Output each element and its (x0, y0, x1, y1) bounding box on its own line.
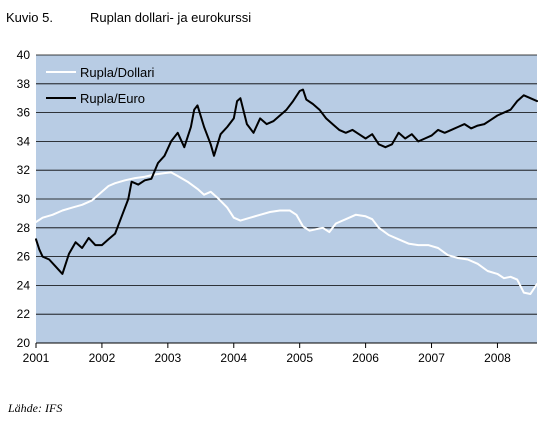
x-tick-label: 2004 (220, 351, 247, 365)
source-note: Lähde: IFS (8, 401, 63, 415)
figure-label: Kuvio 5. (6, 10, 53, 25)
y-tick-label: 20 (17, 336, 31, 350)
x-axis-ticks: 2001 2002 2003 2004 2005 2006 2007 2008 (23, 342, 537, 365)
y-tick-label: 22 (17, 307, 31, 321)
y-tick-label: 40 (17, 48, 31, 62)
y-tick-label: 32 (17, 163, 31, 177)
x-tick-label: 2005 (286, 351, 313, 365)
y-tick-label: 38 (17, 77, 31, 91)
x-tick-label: 2007 (418, 351, 445, 365)
y-tick-label: 36 (17, 106, 31, 120)
series-line-1 (35, 171, 538, 295)
y-tick-label: 26 (17, 250, 31, 264)
x-tick-label: 2002 (89, 351, 116, 365)
y-tick-label: 28 (17, 221, 31, 235)
legend-label: Rupla/Euro (80, 91, 145, 106)
y-tick-label: 34 (17, 134, 31, 148)
x-tick-label: 2008 (484, 351, 511, 365)
y-axis-ticks: 20 22 24 26 28 30 32 34 36 38 40 (17, 48, 31, 350)
x-tick-label: 2006 (352, 351, 379, 365)
series-line-2 (35, 88, 538, 275)
legend-label: Rupla/Dollari (80, 65, 155, 80)
x-tick-label: 2001 (23, 351, 50, 365)
x-tick-label: 2003 (154, 351, 181, 365)
y-tick-label: 24 (17, 278, 31, 292)
chart-title: Ruplan dollari- ja eurokurssi (90, 10, 252, 25)
y-tick-label: 30 (17, 192, 31, 206)
series-lines (35, 88, 538, 295)
legend: Rupla/Dollari Rupla/Euro (46, 65, 155, 106)
